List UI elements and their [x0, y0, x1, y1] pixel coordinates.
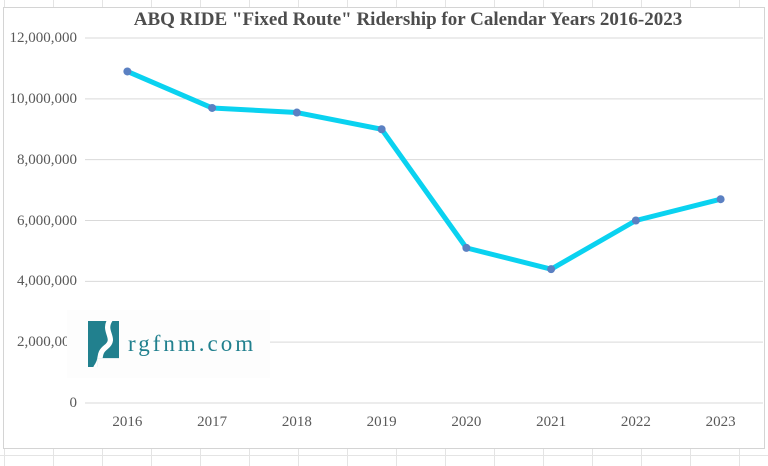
data-point-2023[interactable]	[716, 195, 725, 204]
watermark-text: rgfnm.com	[128, 331, 257, 356]
y-tick-label: 4,000,000	[17, 273, 77, 290]
chart-title: ABQ RIDE "Fixed Route" Ridership for Cal…	[133, 9, 683, 30]
data-point-2020[interactable]	[462, 243, 471, 252]
y-tick-label: 6,000,000	[17, 212, 77, 229]
data-point-2018[interactable]	[292, 108, 301, 117]
x-tick-label: 2020	[451, 414, 482, 430]
y-tick-label: 0	[69, 395, 78, 411]
sheet-row-gridline	[0, 455, 768, 456]
x-tick-label: 2016	[112, 414, 143, 430]
watermark: rgfnm.com	[67, 310, 270, 378]
x-tick-label: 2023	[705, 414, 736, 430]
x-tick-label: 2017	[197, 414, 228, 430]
new-mexico-river-logo-icon	[88, 321, 119, 367]
data-point-2017[interactable]	[208, 103, 217, 112]
y-tick-label: 12,000,000	[9, 30, 78, 46]
y-tick-label: 8,000,000	[17, 151, 77, 168]
data-point-2022[interactable]	[631, 216, 640, 225]
y-tick-label: 10,000,000	[9, 90, 78, 107]
data-point-2019[interactable]	[377, 125, 386, 134]
ridership-line-series	[124, 68, 724, 272]
x-tick-label: 2021	[536, 414, 567, 430]
data-point-2016[interactable]	[123, 67, 132, 76]
x-tick-label: 2022	[620, 414, 651, 430]
x-tick-label: 2018	[281, 414, 312, 430]
x-tick-label: 2019	[366, 414, 397, 430]
data-point-2021[interactable]	[547, 265, 556, 274]
y-tick-label: 2,000,000	[17, 334, 77, 351]
